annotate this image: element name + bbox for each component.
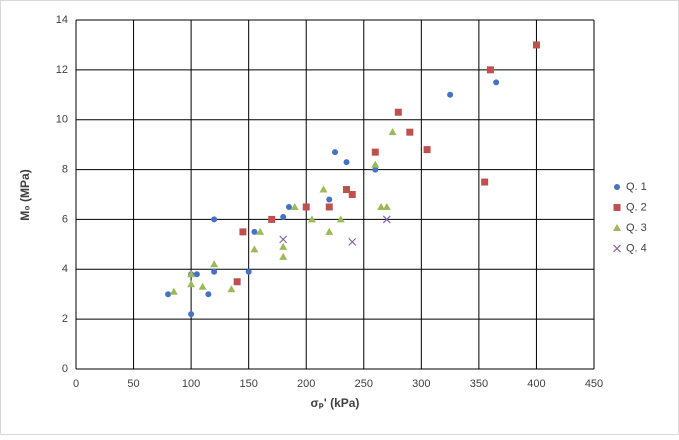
y-axis-title: M₀ (MPa)	[18, 169, 32, 220]
legend-marker	[613, 244, 621, 253]
point	[239, 228, 247, 236]
point	[394, 108, 402, 116]
point	[198, 282, 207, 290]
x-tick-label: 450	[585, 378, 603, 390]
point	[493, 79, 500, 86]
legend-marker	[614, 184, 620, 190]
y-tick-label: 0	[62, 363, 68, 375]
x-tick-label: 100	[182, 378, 200, 390]
point	[250, 245, 259, 253]
legend-marker	[613, 204, 621, 211]
point	[481, 178, 489, 186]
point	[486, 66, 494, 74]
legend-label: Q. 4	[626, 242, 647, 254]
legend-label: Q. 2	[626, 201, 647, 213]
point	[188, 311, 195, 318]
point	[280, 213, 287, 220]
point	[332, 149, 338, 156]
legend-label: Q. 1	[626, 181, 647, 193]
point	[532, 41, 540, 49]
legend-marker	[613, 224, 621, 231]
point	[348, 191, 356, 198]
point	[233, 278, 241, 286]
point	[336, 215, 345, 223]
point	[205, 291, 212, 298]
x-tick-label: 50	[127, 378, 139, 390]
y-tick-label: 14	[56, 14, 68, 26]
point	[302, 203, 310, 211]
point	[372, 166, 379, 173]
point	[423, 146, 431, 154]
point	[211, 216, 218, 223]
point	[256, 227, 265, 235]
point	[279, 252, 288, 260]
point	[371, 160, 380, 168]
point	[348, 237, 357, 246]
y-tick-label: 10	[56, 114, 68, 126]
point	[268, 215, 276, 223]
x-tick-label: 400	[527, 378, 545, 390]
point	[290, 202, 299, 210]
point	[325, 203, 333, 211]
x-tick-label: 200	[297, 378, 315, 390]
point	[187, 270, 196, 278]
point	[210, 260, 219, 268]
point	[211, 268, 218, 275]
x-tick-label: 0	[73, 378, 79, 390]
point	[377, 202, 386, 210]
point	[406, 128, 414, 136]
point	[326, 196, 333, 203]
point	[382, 202, 391, 210]
point	[343, 159, 350, 166]
x-tick-label: 300	[412, 378, 430, 390]
point	[279, 235, 288, 244]
point	[307, 215, 316, 223]
x-tick-label: 350	[470, 378, 488, 390]
point	[245, 268, 252, 275]
point	[279, 242, 288, 250]
point	[388, 128, 397, 136]
point	[447, 91, 454, 98]
x-tick-label: 250	[355, 378, 373, 390]
y-tick-label: 6	[62, 213, 68, 225]
x-tick-label: 150	[239, 378, 257, 390]
point	[165, 291, 172, 298]
point	[319, 185, 328, 193]
y-tick-label: 4	[62, 263, 68, 275]
point	[227, 285, 236, 293]
y-tick-label: 2	[62, 313, 68, 325]
point	[169, 287, 178, 295]
point	[343, 186, 351, 194]
x-axis-title: σₚ' (kPa)	[311, 396, 360, 410]
point	[285, 203, 292, 210]
legend-label: Q. 3	[626, 222, 647, 234]
y-tick-label: 8	[62, 163, 68, 175]
point	[371, 148, 379, 156]
point	[193, 271, 200, 278]
point	[251, 228, 258, 235]
point	[325, 227, 334, 235]
y-tick-label: 12	[56, 64, 68, 76]
point	[382, 215, 391, 224]
point	[187, 280, 196, 288]
